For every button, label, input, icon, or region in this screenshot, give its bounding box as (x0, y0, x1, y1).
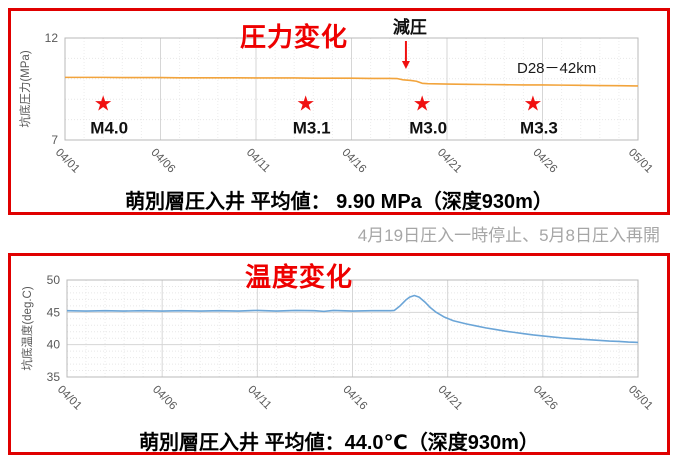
earthquake-magnitude-label: M3.1 (293, 118, 331, 137)
temperature-line (66, 294, 639, 344)
x-tick-label: 04/06 (148, 147, 177, 176)
y-tick-label: 45 (47, 305, 61, 319)
pressure-panel: 04/01 04/06 04/11 04/16 04/21 04/26 05/01 12 7 坑底… (8, 8, 670, 215)
x-tick-label: 04/06 (150, 384, 179, 413)
y-tick-label: 7 (51, 133, 58, 147)
x-tick-label: 04/21 (436, 384, 465, 413)
pressure-line (65, 76, 639, 87)
x-tick-label: 04/16 (340, 384, 369, 413)
x-tick-label: 05/01 (626, 147, 655, 176)
temperature-chart: 04/01 04/06 04/11 04/16 04/21 04/26 05/01 50 45 4… (20, 273, 655, 413)
x-tick-label: 04/26 (530, 147, 559, 176)
pressure-y-axis-title: 坑底圧力(MPa) (18, 50, 32, 127)
earthquake-star-icon: ★ (413, 92, 432, 115)
series-distance-label: D28－42km (517, 60, 596, 77)
x-tick-label: 04/11 (244, 147, 272, 175)
y-tick-label: 50 (47, 273, 61, 287)
plot-border (64, 37, 639, 141)
depressurization-annotation: 減圧 (393, 17, 427, 37)
earthquake-magnitude-label: M3.3 (520, 118, 558, 137)
y-tick-label: 12 (45, 31, 59, 45)
earthquake-star-icon: ★ (524, 92, 543, 115)
x-tick-label: 04/26 (531, 384, 560, 413)
pressure-chart: 04/01 04/06 04/11 04/16 04/21 04/26 05/01 12 7 坑底… (18, 17, 655, 176)
down-arrow-head-icon (401, 61, 410, 69)
temperature-y-axis-title: 坑底温度(deg.C) (20, 286, 34, 371)
y-tick-label: 40 (47, 338, 61, 352)
x-tick-label: 05/01 (626, 384, 655, 413)
x-tick-label: 04/01 (55, 384, 84, 413)
earthquake-magnitude-label: M3.0 (409, 118, 447, 137)
x-tick-label: 04/11 (245, 384, 273, 412)
temperature-caption: 萌別層圧入井 平均値：44.0℃（深度930m） (139, 432, 539, 454)
x-tick-label: 04/21 (435, 147, 464, 176)
earthquake-star-icon: ★ (94, 92, 113, 115)
plot-border (66, 279, 639, 378)
injection-pause-note: 4月19日圧入一時停止、5月8日圧入再開 (357, 226, 660, 245)
pressure-caption: 萌別層圧入井 平均値： 9.90 MPa（深度930m） (125, 191, 553, 213)
temperature-chart-title: 温度変化 (245, 262, 354, 292)
earthquake-star-icon: ★ (296, 92, 315, 115)
x-tick-label: 04/16 (339, 147, 368, 176)
earthquake-magnitude-label: M4.0 (90, 118, 128, 137)
y-tick-label: 35 (47, 370, 61, 384)
temperature-panel: 04/01 04/06 04/11 04/16 04/21 04/26 05/01 50 45 4… (8, 253, 670, 455)
pressure-chart-title: 圧力変化 (240, 22, 349, 52)
x-tick-label: 04/01 (53, 147, 82, 176)
